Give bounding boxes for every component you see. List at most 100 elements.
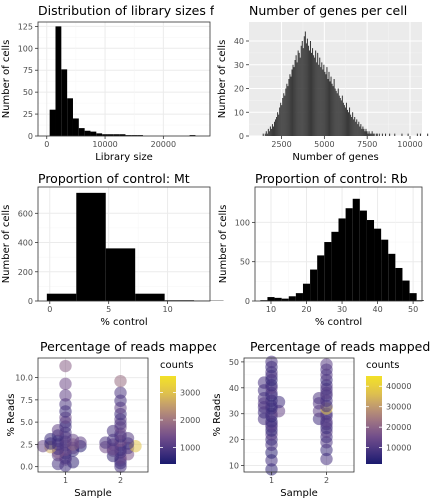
- histogram-bar: [360, 124, 362, 136]
- histogram-bar: [279, 107, 281, 136]
- x-tick-label: 20000: [151, 140, 176, 149]
- panel-border: [243, 357, 355, 473]
- y-axis-title: Number of cells: [217, 40, 228, 119]
- y-tick-label: 50: [23, 88, 33, 97]
- y-tick-label: 400: [18, 239, 33, 248]
- histogram-bar: [394, 133, 396, 136]
- histogram-bar: [319, 57, 321, 136]
- histogram-bar: [309, 41, 312, 136]
- legend-tick-label: 20000: [386, 423, 411, 432]
- histogram-bar: [266, 133, 268, 136]
- y-tick-label: 20: [229, 436, 239, 445]
- histogram-bar: [264, 133, 266, 136]
- histogram-bar: [354, 117, 356, 136]
- histogram-bar: [76, 192, 106, 301]
- histogram-bar: [321, 62, 323, 136]
- data-point: [59, 359, 72, 373]
- x-tick-label: 1: [269, 476, 274, 485]
- histogram-bar: [366, 131, 368, 136]
- data-point: [114, 386, 127, 399]
- histogram-bar: [372, 133, 374, 136]
- histogram-bar: [72, 118, 79, 136]
- data-point: [320, 358, 333, 371]
- histogram-bar: [119, 134, 126, 136]
- histogram-bar: [373, 133, 375, 136]
- x-tick-label: 5: [106, 305, 111, 314]
- x-tick-label: 0: [44, 140, 49, 149]
- histogram-bar: [274, 121, 276, 136]
- histogram-bar: [299, 57, 301, 136]
- histogram-bar: [189, 135, 196, 136]
- histogram-bar: [305, 43, 307, 136]
- y-tick-label: 50: [240, 258, 250, 267]
- data-point: [59, 389, 72, 402]
- histogram-bar: [61, 69, 68, 136]
- histogram-bar: [330, 76, 332, 136]
- histogram-bar: [282, 98, 284, 136]
- histogram-bar: [297, 50, 299, 136]
- histogram-bar: [271, 124, 273, 136]
- y-tick-label: 30: [234, 61, 244, 70]
- legend-tick-label: 10000: [386, 444, 411, 453]
- histogram-bar: [401, 133, 403, 136]
- legend-title: counts: [160, 360, 193, 371]
- legend-colorbar: [366, 376, 382, 464]
- histogram-bar: [283, 93, 285, 136]
- histogram-bar: [355, 121, 357, 136]
- histogram-bar: [378, 133, 380, 136]
- histogram-bar: [291, 69, 293, 136]
- y-axis-title: Number of cells: [218, 205, 229, 284]
- y-axis-title: Number of cells: [1, 205, 12, 284]
- y-tick-label: 600: [18, 209, 33, 218]
- histogram-bar: [368, 131, 370, 136]
- histogram-bar: [317, 52, 319, 136]
- histogram-bar: [327, 79, 329, 136]
- histogram-bar: [365, 128, 367, 136]
- histogram-bar: [286, 83, 288, 136]
- histogram-bar: [342, 102, 344, 136]
- y-axis-title: % Reads: [212, 393, 223, 436]
- chart-panel-3: Proportion of control: Mt 0 200 400 600 0 5 10%…: [1, 171, 224, 328]
- y-tick-label: 2.5: [20, 440, 33, 449]
- histogram-bar: [366, 220, 375, 301]
- y-tick-label: 5.0: [20, 418, 33, 427]
- histogram-bar: [272, 126, 275, 136]
- histogram-bar: [265, 131, 267, 136]
- legend-title: counts: [366, 360, 399, 371]
- data-point: [59, 398, 72, 411]
- panel-border: [37, 186, 211, 302]
- histogram-bar: [96, 133, 103, 136]
- histogram-bar: [287, 86, 289, 136]
- histogram-bar: [313, 55, 315, 136]
- data-point: [265, 355, 278, 369]
- histogram-bar: [419, 133, 421, 136]
- histogram-bar: [367, 133, 369, 136]
- histogram-bar: [345, 102, 347, 136]
- data-point: [59, 377, 72, 391]
- histogram-bar: [341, 95, 343, 136]
- histogram-bar: [349, 107, 351, 136]
- x-tick-label: 10: [162, 305, 172, 314]
- histogram-bar: [334, 88, 336, 136]
- histogram-bar: [332, 86, 334, 136]
- histogram-bar: [338, 218, 346, 301]
- histogram-bar: [289, 74, 291, 136]
- plot-title: Percentage of reads mapped to: [250, 339, 432, 354]
- y-axis-title: % Reads: [6, 393, 17, 436]
- histogram-bar: [135, 293, 165, 301]
- histogram-bar: [277, 112, 279, 136]
- histogram-bar: [388, 253, 396, 301]
- histogram-bar: [329, 81, 331, 136]
- x-axis-title: % control: [315, 317, 362, 328]
- data-point: [265, 463, 278, 476]
- histogram-bar: [267, 297, 275, 301]
- histogram-bar: [274, 297, 282, 301]
- plot-title: Distribution of library sizes for all: [38, 3, 246, 18]
- histogram-bar: [395, 267, 403, 301]
- x-tick-label: 30: [337, 305, 347, 314]
- histogram-bar: [385, 133, 387, 136]
- histogram-bar: [317, 255, 325, 301]
- x-axis-title: Sample: [74, 488, 112, 499]
- histogram-bar: [125, 135, 132, 136]
- histogram-bar: [293, 67, 295, 136]
